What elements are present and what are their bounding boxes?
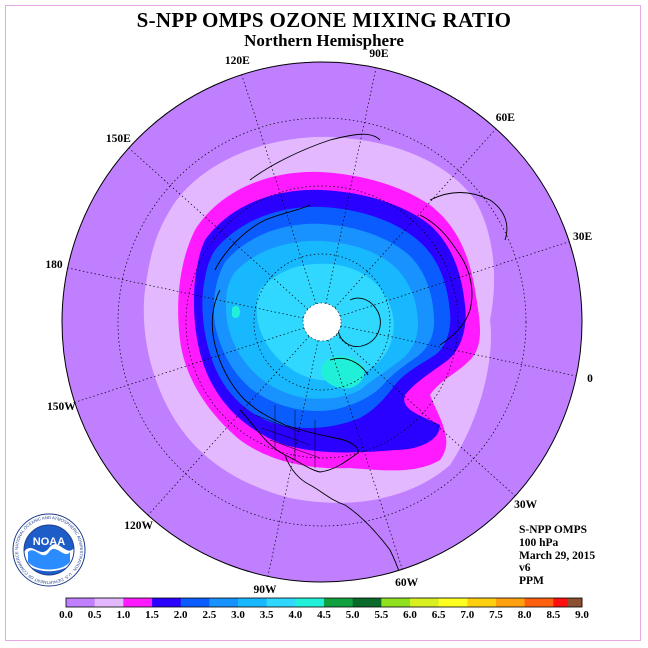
meridian-line	[335, 334, 516, 497]
colorbar-swatch	[496, 598, 526, 607]
meridian-line	[339, 241, 570, 317]
longitude-label: 150W	[47, 400, 76, 413]
colorbar-tick-label: 2.5	[202, 609, 217, 621]
colorbar-tick-label: 8.5	[546, 609, 561, 621]
figure-frame	[5, 5, 641, 641]
graticule	[67, 67, 577, 577]
colorbar-swatch	[295, 598, 325, 607]
colorbar-tick-label: 1.5	[145, 609, 159, 621]
longitude-label: 60E	[495, 112, 515, 125]
colorbar-swatch	[567, 598, 582, 607]
longitude-label: 90W	[253, 584, 277, 596]
info-units: PPM	[519, 575, 544, 588]
colorbar-swatch	[524, 598, 554, 607]
colorbar-tick-label: 5.5	[374, 609, 389, 621]
map-border	[61, 61, 583, 583]
colorbar-tick-label: 3.5	[259, 609, 274, 621]
meridian-line	[325, 67, 377, 304]
colorbar-tick-label: 5.0	[345, 609, 360, 621]
colorbar-swatch	[410, 598, 440, 607]
colorbar-swatch	[467, 598, 497, 607]
colorbar-tick-label: 7.5	[489, 609, 503, 621]
colorbar-tick-label: 9.0	[575, 609, 589, 621]
longitude-label: 150E	[105, 132, 131, 145]
colorbar-swatch	[438, 598, 468, 607]
longitude-label: 120E	[224, 55, 250, 68]
colorbar-tick-label: 1.0	[116, 609, 131, 621]
colorbar-swatch	[238, 598, 268, 607]
coastlines	[211, 133, 508, 582]
colorbar-tick-label: 4.0	[288, 609, 303, 621]
map-subtitle: Northern Hemisphere	[244, 31, 404, 50]
colorbar-swatch	[352, 598, 382, 607]
colorbar-tick-label: 7.0	[460, 609, 475, 621]
colorbar-swatch	[180, 598, 210, 607]
meridian-line	[334, 128, 497, 309]
colorbar-tick-label: 4.5	[317, 609, 331, 621]
longitude-label: 0	[587, 372, 593, 385]
meridian-line	[327, 339, 403, 570]
colorbar-border	[65, 597, 583, 608]
info-level: 100 hPa	[519, 536, 559, 549]
colorbar-tick-label: 2.0	[173, 609, 188, 621]
colorbar-tick-label: 8.0	[517, 609, 532, 621]
colorbar-swatch	[209, 598, 239, 607]
colorbar-swatch	[152, 598, 182, 607]
colorbar-swatch	[66, 598, 96, 607]
colorbar-tick-label: 6.5	[431, 609, 446, 621]
colorbar	[65, 597, 583, 608]
ozone-band-4.0	[321, 355, 365, 389]
longitude-label: 60W	[395, 576, 419, 589]
longitude-label: 120W	[124, 519, 154, 532]
pole-no-data	[303, 303, 341, 341]
meridian-line	[74, 327, 305, 403]
noaa-logo: NOAA NATIONAL OCEANIC AND ATMOSPHERIC AD…	[12, 513, 86, 587]
latitude-circle	[253, 253, 391, 391]
map-title: S-NPP OMPS OZONE MIXING RATIO	[136, 8, 512, 32]
info-instrument: S-NPP OMPS	[519, 524, 588, 536]
latitude-circle	[117, 117, 527, 527]
colorbar-tick-label: 0.0	[59, 609, 73, 621]
latitude-circle	[185, 185, 459, 459]
colorbar-swatch	[381, 598, 411, 607]
us-state-lines	[254, 405, 321, 468]
colorbar-tick-label: 6.0	[403, 609, 417, 621]
colorbar-swatch	[324, 598, 354, 607]
colorbar-tick-label: 3.0	[231, 609, 245, 621]
colorbar-swatch	[266, 598, 296, 607]
meridian-line	[340, 325, 577, 377]
longitude-label: 90E	[369, 47, 389, 60]
ozone-band-4.0-small	[232, 305, 240, 319]
info-block: S-NPP OMPS 100 hPa March 29, 2015 v6 PPM	[519, 524, 595, 588]
meridian-line	[267, 340, 319, 577]
colorbar-swatch	[94, 598, 124, 607]
colorbar-tick-label: 0.5	[87, 609, 102, 621]
info-version: v6	[519, 562, 531, 575]
longitude-label: 30E	[572, 231, 593, 244]
meridian-line	[67, 267, 304, 319]
noaa-logo-text: NOAA	[33, 536, 65, 548]
meridian-line	[241, 74, 317, 305]
info-date: March 29, 2015	[519, 549, 596, 562]
colorbar-swatch	[123, 598, 153, 607]
meridian-line	[128, 147, 309, 310]
longitude-label: 30W	[514, 499, 538, 512]
longitude-label: 180	[45, 259, 63, 272]
meridian-line	[147, 335, 310, 516]
